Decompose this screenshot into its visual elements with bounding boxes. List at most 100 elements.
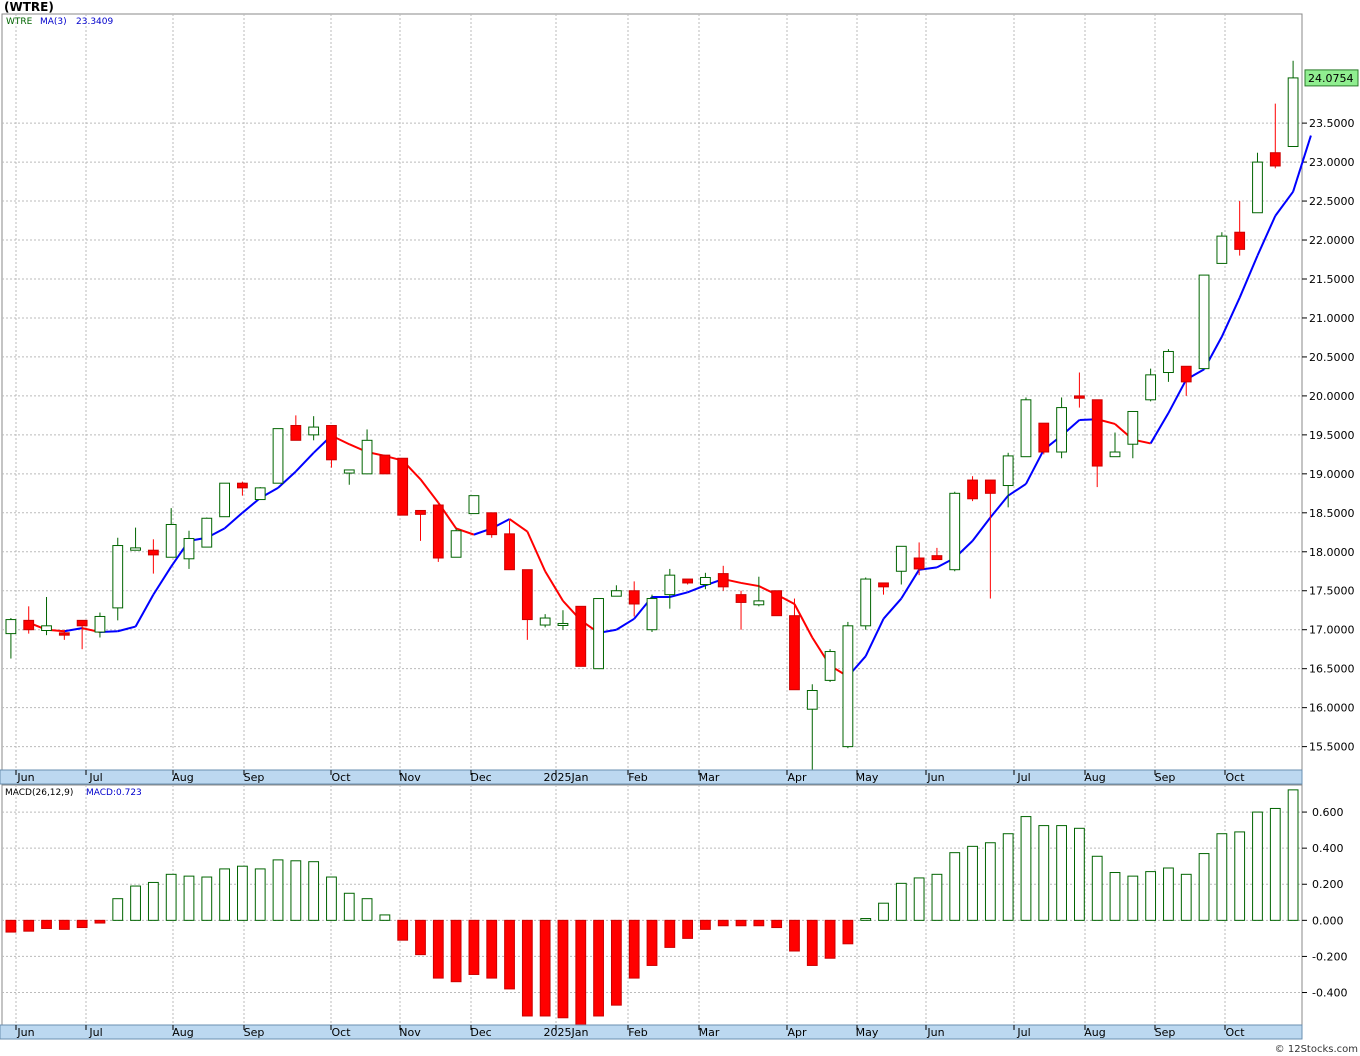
macd-bar <box>967 845 978 921</box>
macd-bar <box>41 919 52 929</box>
candle-body <box>700 576 711 586</box>
price-month-label: Aug <box>1084 771 1105 784</box>
ma3-segment <box>882 597 903 620</box>
price-tick-label: 15.5000 <box>1309 741 1355 754</box>
candle-body <box>789 615 800 691</box>
price-tick-label: 23.0000 <box>1309 156 1355 169</box>
candle <box>326 425 337 468</box>
macd-month-label: Oct <box>1225 1026 1245 1039</box>
candle-body <box>361 439 373 475</box>
macd-tick-label: -0.200 <box>1312 950 1347 963</box>
macd-month-label: Nov <box>399 1026 421 1039</box>
candle <box>165 508 177 558</box>
candle-body <box>1180 365 1192 383</box>
candle <box>1127 410 1139 459</box>
candle-body <box>94 615 106 633</box>
candle <box>290 415 302 441</box>
candle-body <box>593 598 604 670</box>
macd-bar <box>1287 789 1299 921</box>
price-month-label: Mar <box>699 771 720 784</box>
candle <box>41 596 52 636</box>
candle <box>1234 201 1246 256</box>
candle <box>1163 349 1174 382</box>
candle <box>1002 452 1014 508</box>
candle <box>931 547 943 561</box>
candle-body <box>1056 407 1067 453</box>
macd-bar <box>878 902 889 921</box>
macd-bar <box>58 919 70 930</box>
candle-body <box>450 530 462 558</box>
macd-bar <box>717 919 729 927</box>
candle-body <box>806 690 818 710</box>
macd-bar <box>842 919 854 945</box>
macd-bar <box>504 919 515 990</box>
price-tick-label: 20.5000 <box>1309 351 1355 364</box>
macd-bar <box>468 919 480 975</box>
price-xaxis-band <box>0 769 1303 785</box>
price-tick-label: 21.0000 <box>1309 312 1355 325</box>
candle-body <box>112 545 124 609</box>
macd-bar <box>1163 867 1174 921</box>
macd-bar <box>201 876 213 921</box>
ma3-segment <box>117 625 136 633</box>
macd-month-label: Jul <box>88 1026 102 1039</box>
price-tick-label: 18.0000 <box>1309 546 1355 559</box>
macd-bar <box>539 919 551 1017</box>
macd-bar <box>789 919 800 952</box>
price-month-label: Jun <box>16 771 34 784</box>
candle-body <box>967 479 978 500</box>
macd-bar <box>326 876 337 921</box>
candle <box>628 581 640 617</box>
candle <box>806 684 818 770</box>
macd-bar <box>397 919 409 941</box>
candle-body <box>290 425 302 441</box>
candle-body <box>913 557 925 570</box>
candle <box>1038 422 1050 455</box>
candle-body <box>415 509 426 515</box>
macd-bar <box>557 919 569 1019</box>
candle-body <box>1216 235 1228 264</box>
macd-bar <box>23 919 35 932</box>
candle <box>361 429 373 475</box>
macd-bar <box>432 919 444 979</box>
macd-month-label: Feb <box>628 1026 647 1039</box>
candle-body <box>1252 161 1263 214</box>
candle <box>58 629 70 640</box>
candle-body <box>379 454 391 475</box>
candle-body <box>76 619 88 627</box>
candle <box>379 454 391 475</box>
candle-body <box>254 487 266 501</box>
chart-symbol-title: (WTRE) <box>4 0 54 14</box>
price-month-label: Jul <box>1016 771 1030 784</box>
candle-body <box>468 495 480 515</box>
macd-bar <box>112 898 124 921</box>
macd-bar <box>486 919 498 979</box>
macd-bar <box>664 919 676 948</box>
ma3-segment <box>1167 379 1188 414</box>
candle-body <box>575 605 587 667</box>
macd-bar <box>1269 807 1281 921</box>
price-tick-label: 18.5000 <box>1309 507 1355 520</box>
macd-tick-label: -0.400 <box>1312 987 1347 1000</box>
price-tick-label: 17.5000 <box>1309 585 1355 598</box>
macd-panel-frame <box>1 784 1303 1026</box>
macd-bar <box>628 919 640 979</box>
candle <box>450 528 462 558</box>
macd-bar <box>361 898 373 921</box>
macd-bar <box>1109 872 1121 921</box>
macd-bar <box>76 919 88 929</box>
candle-body <box>486 512 498 536</box>
macd-legend-value: MACD:0.723 <box>86 788 142 798</box>
last-price-label: 24.0754 <box>1308 72 1354 85</box>
price-tick-label: 16.0000 <box>1309 702 1355 715</box>
candle-body <box>432 504 444 559</box>
candle-body <box>931 555 943 561</box>
macd-bar <box>806 919 818 966</box>
price-tick-label: 22.5000 <box>1309 195 1355 208</box>
ma3-segment <box>1256 215 1277 257</box>
candle-body <box>753 600 765 606</box>
candle-body <box>1234 231 1246 250</box>
candle-body <box>646 598 658 631</box>
macd-bar <box>1038 825 1050 921</box>
macd-bar <box>984 842 996 921</box>
